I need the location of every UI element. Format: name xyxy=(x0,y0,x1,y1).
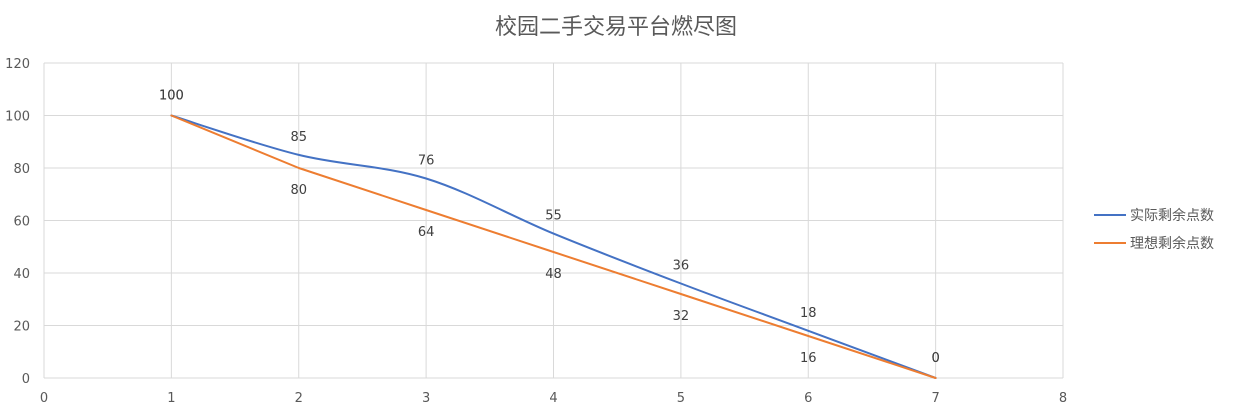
data-label-actual: 100 xyxy=(159,89,184,104)
x-tick-label: 5 xyxy=(677,391,685,406)
series-line-2 xyxy=(170,114,937,379)
data-label-ideal: 80 xyxy=(290,183,307,198)
x-tick-label: 8 xyxy=(1059,391,1067,406)
legend-entry-1: 实际剩余点数 xyxy=(1130,207,1214,224)
y-tick-label: 0 xyxy=(22,372,30,387)
data-label-actual: 55 xyxy=(545,209,562,224)
y-tick-label: 20 xyxy=(13,320,30,335)
data-label-ideal: 64 xyxy=(418,225,435,240)
data-label-ideal: 16 xyxy=(800,351,817,366)
x-tick-label: 7 xyxy=(931,391,939,406)
series-lines xyxy=(170,114,937,379)
data-label-ideal: 48 xyxy=(545,267,562,282)
axis-tick-labels: 0 20 40 60 80 100 120 0 1 2 3 4 5 6 7 8 xyxy=(5,57,1067,406)
y-tick-label: 120 xyxy=(5,57,30,72)
series-line-1 xyxy=(170,114,937,379)
x-tick-label: 1 xyxy=(167,391,175,406)
y-tick-label: 80 xyxy=(13,162,30,177)
gridlines xyxy=(43,62,1064,379)
legend-entry-2: 理想剩余点数 xyxy=(1130,235,1214,252)
y-tick-label: 100 xyxy=(5,110,30,125)
data-label-actual: 85 xyxy=(290,130,307,145)
data-label-ideal: 32 xyxy=(673,309,690,324)
x-tick-label: 6 xyxy=(804,391,812,406)
data-label-actual: 36 xyxy=(673,259,690,274)
y-tick-label: 60 xyxy=(13,215,30,230)
data-label-actual: 0 xyxy=(931,351,939,366)
x-tick-label: 2 xyxy=(295,391,303,406)
chart-title: 校园二手交易平台燃尽图 xyxy=(495,15,737,40)
y-tick-label: 40 xyxy=(13,267,30,282)
data-label-ideal: 100 xyxy=(159,89,184,104)
data-label-actual: 76 xyxy=(418,154,435,169)
x-tick-label: 3 xyxy=(422,391,430,406)
x-tick-label: 0 xyxy=(40,391,48,406)
data-label-ideal: 0 xyxy=(931,351,939,366)
data-label-actual: 18 xyxy=(800,306,817,321)
x-tick-label: 4 xyxy=(549,391,557,406)
